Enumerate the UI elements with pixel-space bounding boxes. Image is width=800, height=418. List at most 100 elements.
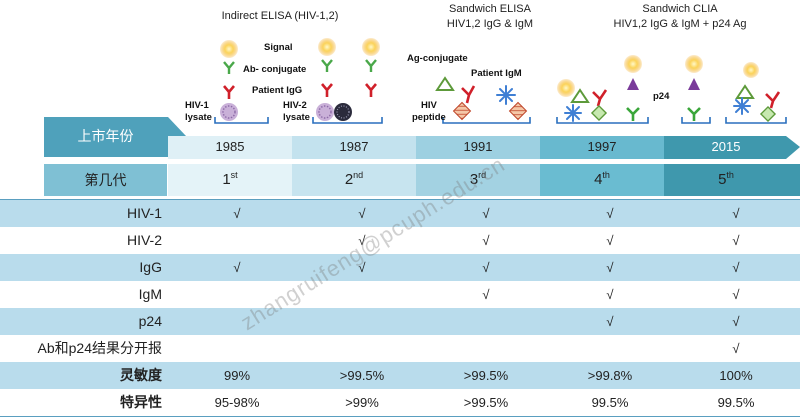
- hiv1-lysate-icon: [316, 103, 334, 121]
- row-label: p24: [138, 313, 162, 329]
- label-patient-igm: Patient IgM: [471, 68, 522, 79]
- gen2-illustration: [312, 38, 383, 124]
- table-row-specificity: 特异性 95-98% >99% >99.5% 99.5% 99.5%: [0, 389, 800, 416]
- hiv2-lysate-icon: [334, 103, 352, 121]
- gen-cell-2: [292, 164, 416, 196]
- cell-gen3: √: [482, 287, 490, 302]
- arrow-1997: [540, 136, 678, 159]
- row-label-arrow: [44, 117, 186, 157]
- gen-cell-5: [664, 164, 800, 196]
- year-2015: 2015: [711, 139, 741, 154]
- header-sandwich-elisa-title: Sandwich ELISA: [449, 3, 531, 15]
- cell-gen4: √: [606, 233, 614, 248]
- cell-gen3: √: [482, 233, 490, 248]
- label-hiv-peptide-line2: peptide: [412, 112, 446, 123]
- cell-gen2: √: [358, 233, 366, 248]
- arrow-1987: [292, 136, 430, 159]
- cell-gen3: [424, 308, 548, 335]
- igm-icon: [496, 85, 516, 105]
- cell-gen5: √: [732, 341, 740, 356]
- header-indirect-elisa: Indirect ELISA (HIV-1,2): [221, 10, 339, 22]
- generation-2: 2nd: [344, 170, 364, 189]
- signal-icon: [362, 38, 380, 56]
- gen-cell-4: [540, 164, 664, 196]
- header-sandwich-clia-title: Sandwich CLIA: [642, 3, 718, 15]
- arrow-1991: [416, 136, 554, 159]
- row-label: IgM: [138, 286, 162, 302]
- generation-1: 1st: [222, 170, 238, 189]
- cell-gen5: √: [732, 314, 740, 329]
- gen5-illustration: [681, 55, 787, 124]
- gen-row-label: 第几代: [84, 172, 127, 188]
- label-signal: Signal: [264, 42, 293, 53]
- header-sandwich-elisa-subtitle: HIV1,2 IgG & IgM: [446, 18, 534, 30]
- cell-gen5: 100%: [719, 368, 753, 383]
- cell-gen2: >99.5%: [339, 368, 385, 383]
- header-sandwich-clia-subtitle: HIV1,2 IgG & IgM + p24 Ag: [613, 18, 747, 30]
- cell-gen2: √: [358, 206, 366, 221]
- cell-gen3: √: [482, 206, 490, 221]
- cell-gen4: √: [606, 314, 614, 329]
- gen-cell-1: [168, 164, 292, 196]
- cell-gen1: √: [233, 260, 241, 275]
- cell-gen4: √: [606, 260, 614, 275]
- signal-icon: [220, 40, 238, 58]
- gen-row-label-cell: [44, 164, 167, 196]
- label-hiv1-lysate-line2: lysate: [185, 112, 212, 123]
- row-label: HIV-2: [126, 232, 162, 248]
- cell-gen5: 99.5%: [717, 395, 755, 410]
- cell-gen3: √: [482, 260, 490, 275]
- table-row-sensitivity: 灵敏度 99% >99.5% >99.5% >99.8% 100%: [0, 362, 800, 389]
- cell-gen4: √: [606, 206, 614, 221]
- year-1997: 1997: [587, 139, 617, 154]
- cell-gen1: 95-98%: [214, 395, 260, 410]
- label-p24: p24: [653, 91, 670, 102]
- timeline-arrows: [44, 117, 800, 159]
- row-label: HIV-1: [126, 205, 162, 221]
- row-label: IgG: [139, 259, 162, 275]
- generation-4: 4th: [594, 170, 610, 189]
- generation-3: 3rd: [469, 170, 487, 189]
- label-hiv-peptide-line1: HIV: [421, 100, 437, 111]
- table-row-igm: IgM √ √ √: [0, 281, 800, 308]
- label-ab-conjugate: Ab- conjugate: [243, 64, 307, 75]
- cell-gen5: √: [732, 260, 740, 275]
- table-row-igg: IgG √ √ √ √ √: [0, 254, 800, 281]
- hiv1-lysate-icon: [220, 103, 238, 121]
- gen1-illustration: [214, 40, 269, 124]
- row-label: 灵敏度: [120, 367, 162, 383]
- gen3-illustration: [435, 76, 531, 124]
- year-row-label: 上市年份: [77, 128, 134, 144]
- signal-icon: [318, 38, 336, 56]
- table-row-hiv1: HIV-1 √ √ √ √ √: [0, 200, 800, 227]
- year-1991: 1991: [463, 139, 493, 154]
- cell-gen2: >99%: [345, 395, 379, 410]
- cell-gen2: √: [358, 260, 366, 275]
- table-row-separate-report: Ab和p24结果分开报 √: [0, 335, 800, 362]
- cell-gen2: [300, 308, 424, 335]
- gen-cell-3: [416, 164, 540, 196]
- label-patient-igg: Patient IgG: [252, 85, 303, 96]
- cell-gen4: >99.8%: [587, 368, 633, 383]
- cell-gen5: √: [732, 206, 740, 221]
- cell-gen3: >99.5%: [463, 395, 509, 410]
- assay-illustrations: [214, 38, 787, 124]
- signal-icon: [743, 62, 759, 78]
- row-label: Ab和p24结果分开报: [37, 340, 162, 356]
- cell-gen5: √: [732, 287, 740, 302]
- table-bottom-border: [0, 416, 800, 417]
- cell-gen2: [300, 335, 424, 362]
- cell-gen4: [548, 335, 672, 362]
- cell-gen1: 99%: [223, 368, 251, 383]
- generation-5: 5th: [718, 170, 734, 189]
- signal-icon: [685, 55, 703, 73]
- label-hiv2-lysate-line1: HIV-2: [283, 100, 307, 111]
- gen4-illustration: [556, 55, 649, 124]
- label-hiv1-lysate-line1: HIV-1: [185, 100, 209, 111]
- cell-gen1: [175, 227, 299, 254]
- arrow-2015: [664, 136, 800, 159]
- label-ag-conjugate: Ag-conjugate: [407, 53, 468, 64]
- cell-gen1: [175, 335, 299, 362]
- signal-icon: [624, 55, 642, 73]
- table-row-hiv2: HIV-2 √ √ √ √: [0, 227, 800, 254]
